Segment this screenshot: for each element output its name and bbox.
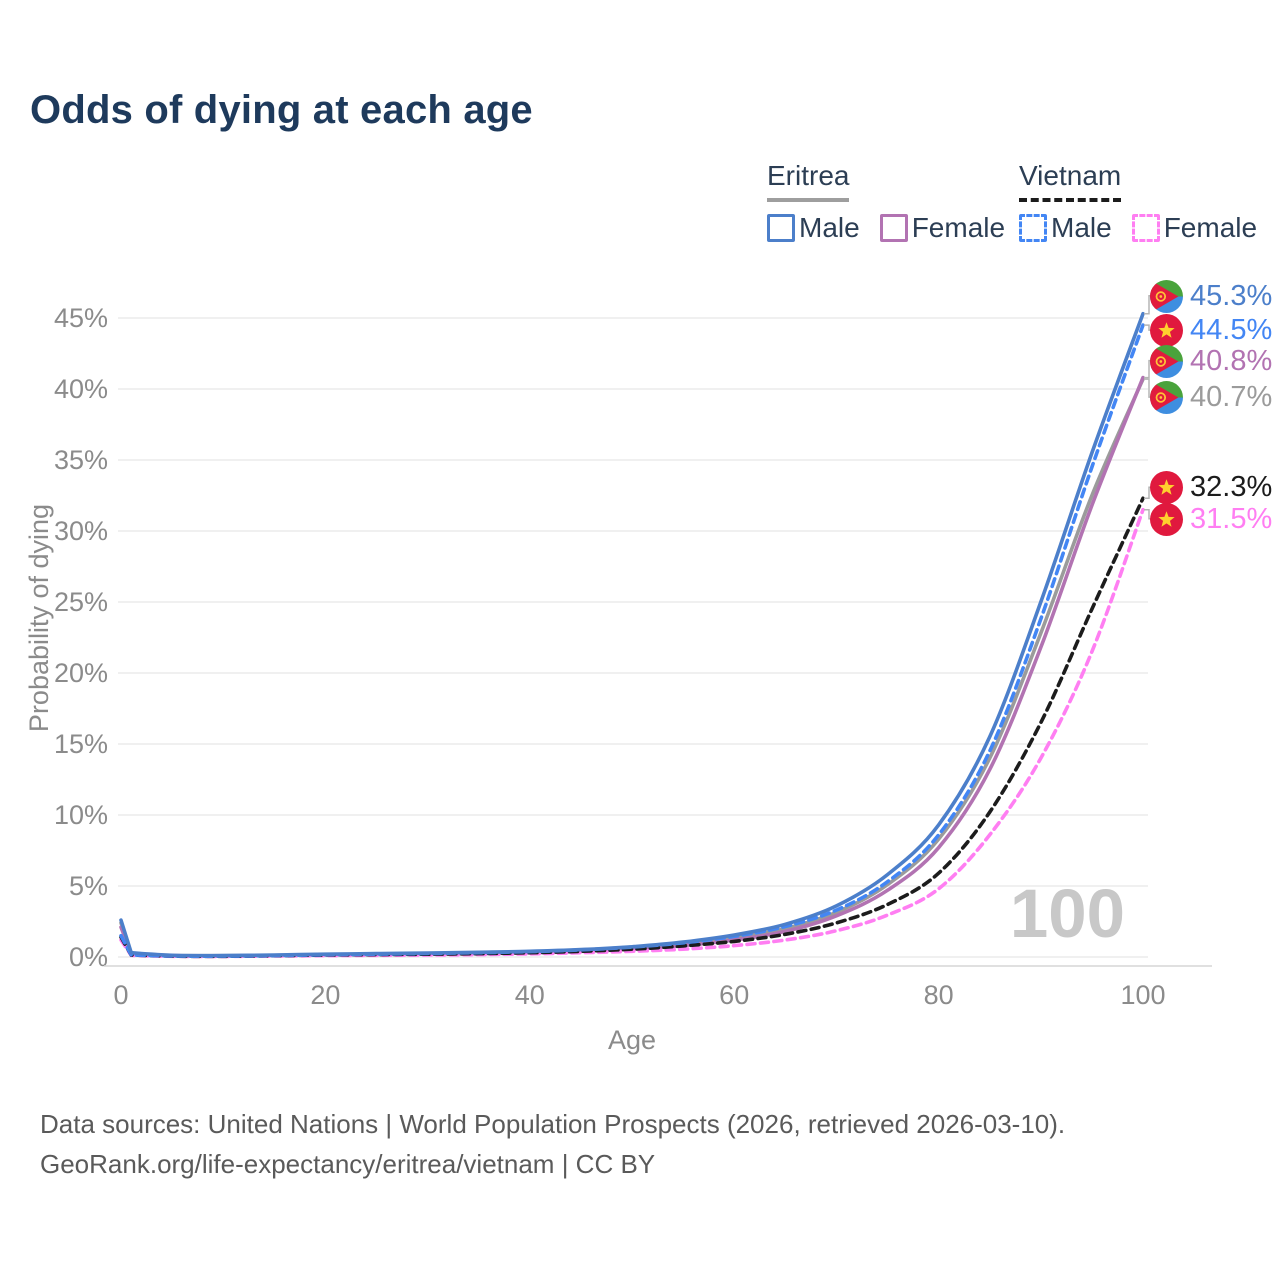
series-line-eritrea-male[interactable] (119, 311, 1145, 958)
eritrea-male-swatch-icon (767, 214, 795, 242)
end-label-eritrea-male: 45.3% (1150, 279, 1272, 313)
end-label-eritrea: 40.7% (1150, 380, 1272, 414)
end-label-value: 45.3% (1190, 279, 1273, 312)
y-tick-label: 25% (54, 587, 108, 617)
end-label-value: 40.7% (1190, 380, 1273, 413)
end-label-connector (1144, 294, 1151, 315)
vietnam-male-swatch-icon (1019, 214, 1047, 242)
x-tick-label: 60 (719, 980, 749, 1010)
end-label-value: 32.3% (1190, 470, 1273, 503)
x-tick-label: 20 (310, 980, 340, 1010)
y-tick-label: 45% (54, 303, 108, 333)
legend-item-vietnam-male[interactable]: Male (1019, 212, 1112, 244)
legend-item-vietnam-female[interactable]: Female (1131, 212, 1258, 244)
end-label-connector (1144, 378, 1151, 398)
end-label-eritrea-female: 40.8% (1150, 344, 1272, 378)
end-label-connector (1144, 508, 1151, 520)
legend-item-eritrea-female[interactable]: Female (879, 212, 1006, 244)
x-tick-label: 0 (113, 980, 128, 1010)
vietnam-flag-icon (1150, 502, 1183, 536)
end-label-vietnam-male: 44.5% (1150, 313, 1272, 347)
footer-data-sources: Data sources: United Nations | World Pop… (40, 1109, 1066, 1139)
y-tick-label: 30% (54, 516, 108, 546)
end-label-value: 31.5% (1190, 502, 1273, 535)
end-label-value: 44.5% (1190, 313, 1273, 346)
legend-group-vietnam: Vietnam Male Female (1019, 160, 1257, 244)
series-line-vietnam-male[interactable] (119, 323, 1145, 958)
y-tick-label: 10% (54, 800, 108, 830)
vietnam-flag-icon (1150, 470, 1183, 504)
series-line-vietnam[interactable] (119, 496, 1145, 959)
end-label-value: 40.8% (1190, 344, 1273, 377)
legend-group-eritrea: Eritrea Male Female (767, 160, 1005, 244)
legend-item-label: Female (911, 212, 1006, 243)
end-label-connector (1144, 486, 1151, 500)
series-line-eritrea-female[interactable] (119, 375, 1145, 958)
legend-item-label: Male (799, 212, 860, 243)
end-label-connector (1144, 359, 1151, 379)
y-tick-label: 40% (54, 374, 108, 404)
y-tick-label: 0% (69, 942, 108, 972)
legend-country-eritrea[interactable]: Eritrea (767, 160, 850, 202)
footer-attribution: GeoRank.org/life-expectancy/eritrea/viet… (40, 1149, 656, 1179)
legend-item-label: Female (1163, 212, 1258, 243)
legend-item-label: Male (1051, 212, 1112, 243)
eritrea-female-swatch-icon (879, 214, 908, 242)
x-axis-title: Age (608, 1025, 656, 1055)
eritrea-flag-icon (1150, 380, 1183, 414)
y-tick-label: 15% (54, 729, 108, 759)
vietnam-female-swatch-icon (1131, 214, 1160, 242)
legend-item-eritrea-male[interactable]: Male (767, 212, 860, 244)
page-title: Odds of dying at each age (30, 88, 533, 132)
footer: Data sources: United Nations | World Pop… (40, 1104, 1065, 1184)
eritrea-flag-icon (1150, 344, 1183, 378)
x-tick-label: 80 (924, 980, 954, 1010)
y-tick-label: 35% (54, 445, 108, 475)
end-label-vietnam-female: 31.5% (1150, 502, 1272, 536)
end-label-vietnam: 32.3% (1150, 470, 1272, 504)
series-line-eritrea[interactable] (119, 377, 1145, 958)
hovered-age-watermark: 100 (1009, 875, 1125, 952)
x-tick-label: 40 (515, 980, 545, 1010)
y-axis-title: Probability of dying (24, 504, 54, 732)
x-tick-label: 100 (1120, 980, 1165, 1010)
legend-country-vietnam[interactable]: Vietnam (1019, 160, 1122, 202)
vietnam-flag-icon (1150, 313, 1183, 347)
end-label-connector (1144, 324, 1151, 331)
y-tick-label: 5% (69, 871, 108, 901)
eritrea-flag-icon (1150, 279, 1183, 313)
y-tick-label: 20% (54, 658, 108, 688)
